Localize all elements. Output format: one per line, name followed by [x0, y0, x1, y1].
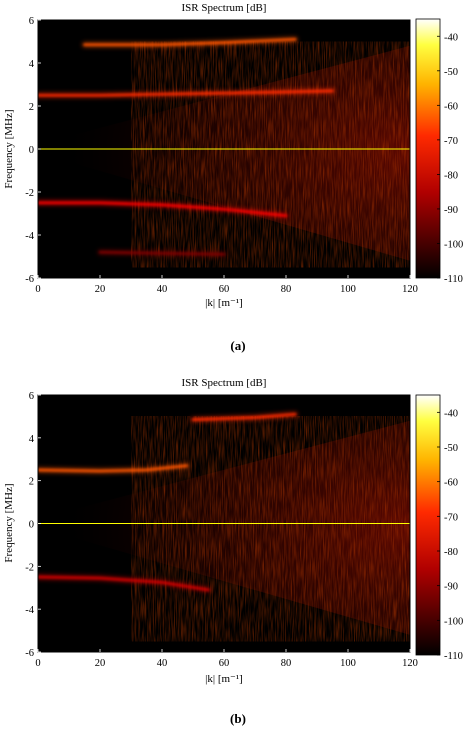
- noise-texture: [131, 416, 410, 642]
- spectral-line: [38, 201, 288, 217]
- x-tick-label: 0: [35, 284, 40, 295]
- noise-texture: [131, 41, 410, 268]
- y-axis-label: Frequency [MHz]: [3, 483, 15, 562]
- x-tick-label: 0: [35, 658, 40, 669]
- colorbar-gradient: [415, 18, 441, 279]
- y-tick-label: 4: [29, 434, 35, 445]
- spectral-line: [191, 413, 297, 421]
- colorbar-tick-label: -90: [444, 205, 458, 216]
- y-tick-label: 2: [29, 102, 34, 113]
- panel-caption: (a): [230, 338, 245, 353]
- colorbar-tick-label: -80: [444, 547, 458, 558]
- x-tick-label: 80: [281, 658, 292, 669]
- spectral-line: [98, 251, 226, 256]
- x-axis-label: |k| [m⁻¹]: [205, 297, 243, 309]
- colorbar-tick-label: -70: [444, 136, 458, 147]
- colorbar-tick-label: -100: [444, 239, 463, 250]
- colorbar-tick-label: -50: [444, 443, 458, 454]
- y-tick-label: -4: [25, 605, 34, 616]
- chart-title: ISR Spectrum [dB]: [182, 377, 267, 389]
- colorbar: -40 -50 -60 -70 -80 -90 -100 -110: [415, 394, 463, 662]
- y-axis-label: Frequency [MHz]: [3, 109, 15, 188]
- colorbar-tick-label: -100: [444, 616, 463, 627]
- colorbar: -40 -50 -60 -70 -80 -90 -100 -110: [415, 18, 463, 285]
- x-tick-label: 60: [219, 658, 230, 669]
- x-tick-label: 100: [340, 284, 356, 295]
- y-tick-label: -6: [25, 274, 34, 285]
- x-tick-label: 120: [402, 658, 418, 669]
- colorbar-tick-label: -80: [444, 170, 458, 181]
- y-tick-label: -6: [25, 648, 34, 659]
- colorbar-tick-label: -40: [444, 32, 458, 43]
- spectral-line: [38, 464, 188, 473]
- colorbar-tick-label: -60: [444, 101, 458, 112]
- x-tick-label: 40: [157, 284, 168, 295]
- heatmap-area: [37, 19, 411, 279]
- x-tick-label: 20: [95, 284, 106, 295]
- colorbar-tick-label: -110: [444, 651, 463, 662]
- x-tick-label: 40: [157, 658, 168, 669]
- colorbar-gradient: [415, 394, 441, 656]
- colorbar-tick-label: -110: [444, 274, 463, 285]
- panel-caption: (b): [230, 711, 246, 726]
- x-tick-label: 120: [402, 284, 418, 295]
- colorbar-tick-label: -70: [444, 512, 458, 523]
- y-tick-label: 0: [29, 520, 34, 531]
- colorbar-tick-label: -40: [444, 408, 458, 419]
- y-tick-label: 6: [29, 16, 34, 27]
- x-tick-label: 20: [95, 658, 106, 669]
- y-tick-label: 2: [29, 477, 34, 488]
- y-tick-label: -4: [25, 231, 34, 242]
- colorbar-tick-label: -50: [444, 67, 458, 78]
- spectral-line: [38, 575, 210, 591]
- x-tick-label: 100: [340, 658, 356, 669]
- y-tick-label: 6: [29, 391, 34, 402]
- y-tick-label: -2: [25, 562, 34, 573]
- y-tick-label: 4: [29, 59, 35, 70]
- x-tick-label: 60: [219, 284, 230, 295]
- spectral-line: [38, 89, 334, 97]
- x-tick-label: 80: [281, 284, 292, 295]
- colorbar-tick-label: -90: [444, 582, 458, 593]
- x-axis-label: |k| [m⁻¹]: [205, 673, 243, 685]
- heatmap-area: [37, 394, 411, 653]
- chart-title: ISR Spectrum [dB]: [182, 2, 267, 14]
- y-tick-label: 0: [29, 145, 34, 156]
- spectral-line: [83, 38, 297, 46]
- colorbar-tick-label: -60: [444, 478, 458, 489]
- y-tick-label: -2: [25, 188, 34, 199]
